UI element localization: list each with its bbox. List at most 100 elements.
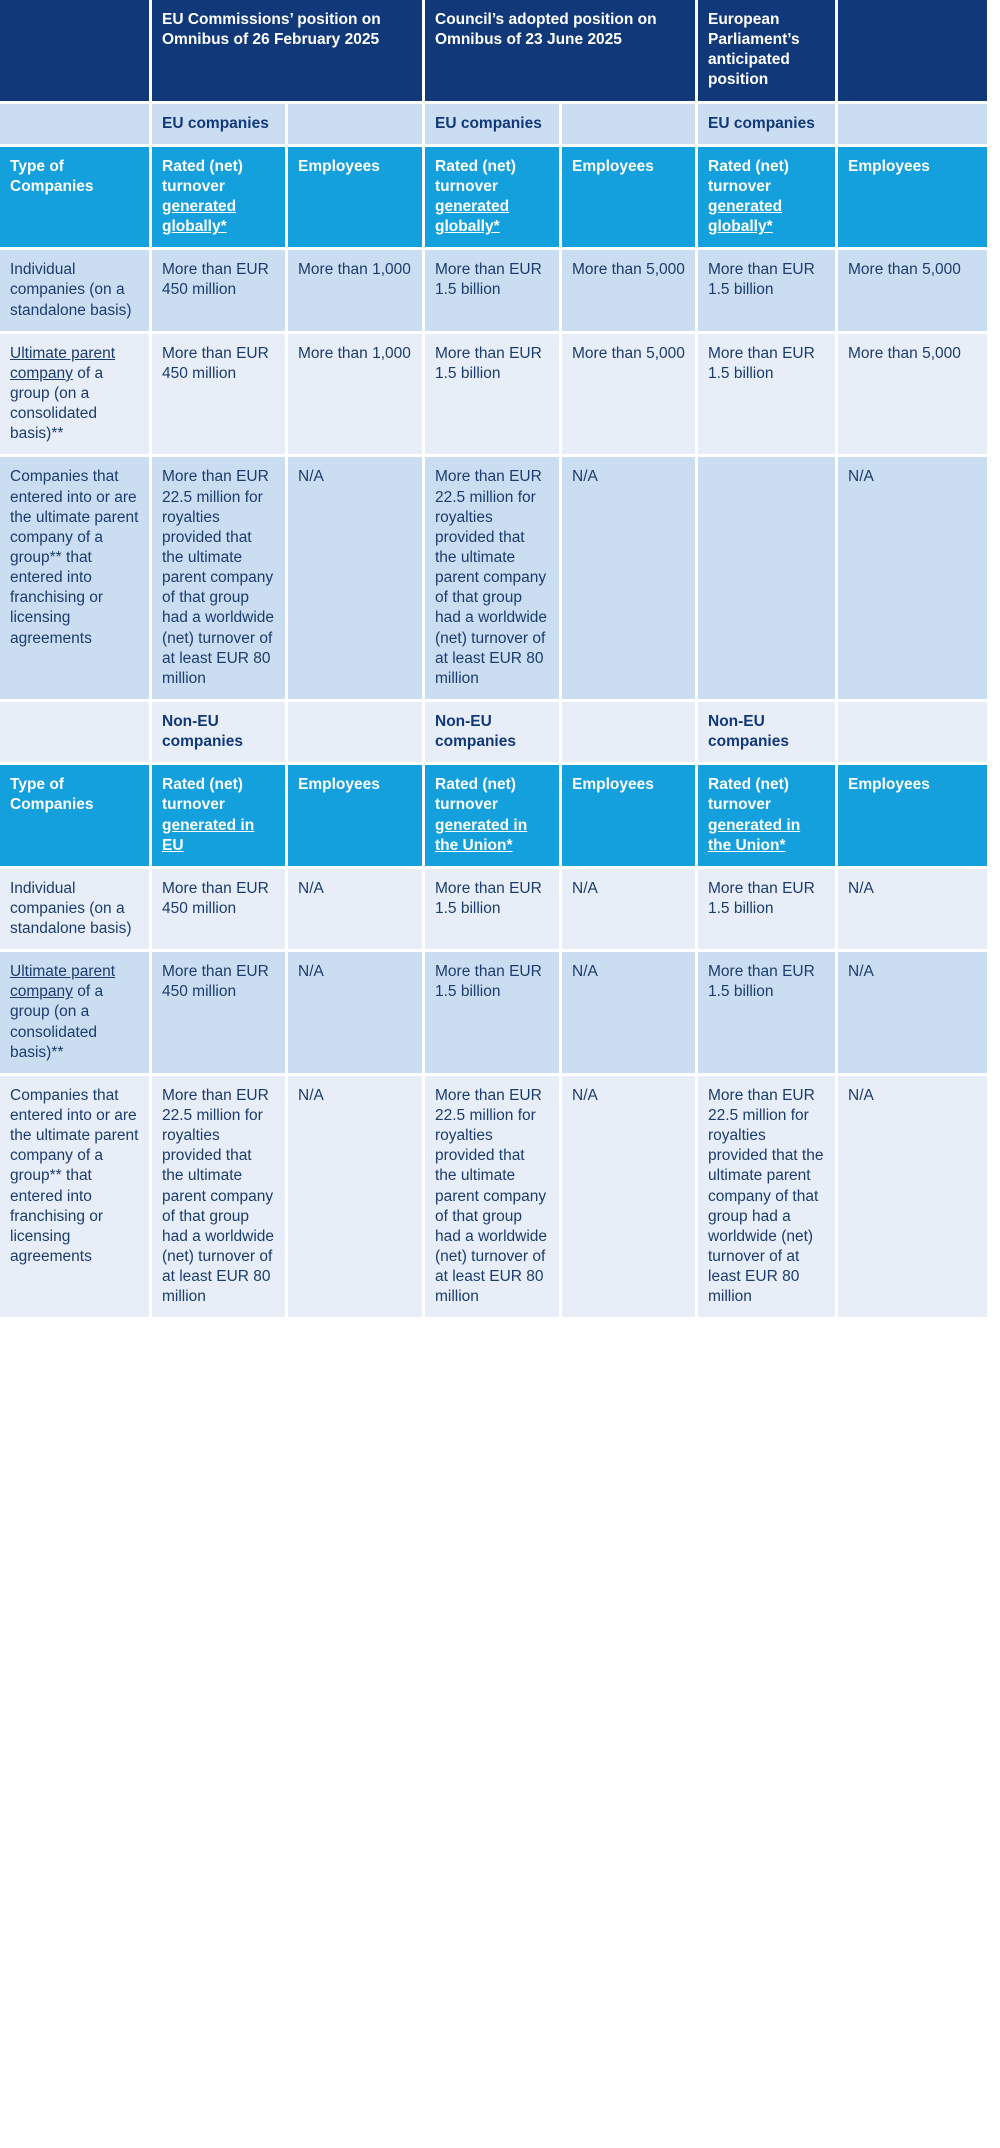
colhdr-turnover-parliament-noneu: Rated (net) turnover generated in the Un… — [698, 765, 838, 869]
row-type-underlined: Ultimate parent company — [10, 963, 116, 1001]
row-type-plain-suffix: of a group (on a consolidated basis)** — [10, 983, 104, 1061]
cell-parliament-turnover — [698, 457, 838, 702]
table-row: Individual companies (on a standalone ba… — [0, 250, 990, 334]
cell-parliament-turnover: More than EUR 1.5 billion — [698, 250, 838, 334]
row-type-plain-suffix: Individual companies (on a standalone ba… — [10, 879, 132, 938]
cell-parliament-turnover: More than EUR 1.5 billion — [698, 868, 838, 953]
colhdr-turnover-underlined: generated in the Union* — [708, 816, 801, 854]
cell-council-turnover: More than EUR 1.5 billion — [425, 952, 562, 1076]
colhdr-turnover-parliament-eu: Rated (net) turnover generated globally* — [698, 146, 838, 251]
row-type-plain-suffix: Companies that entered into or are the u… — [10, 468, 139, 647]
cell-commission-turnover: More than EUR 450 million — [152, 250, 288, 334]
scope-noneu-spacer-council — [562, 701, 698, 766]
cell-parliament-employees: N/A — [838, 868, 990, 953]
scope-row-non-eu-companies: Non-EU companies Non-EU companies Non-EU… — [0, 701, 990, 766]
colhdr-turnover-prefix: Rated (net) turnover — [435, 157, 516, 195]
table-row: Ultimate parent company of a group (on a… — [0, 333, 990, 458]
row-type-label: Individual companies (on a standalone ba… — [0, 250, 152, 334]
colhdr-turnover-prefix: Rated (net) turnover — [435, 776, 516, 814]
scope-noneu-corner — [0, 701, 152, 766]
row-type-plain-suffix: Individual companies (on a standalone ba… — [10, 261, 132, 319]
scope-eu-spacer-commission — [288, 103, 425, 147]
table-header-row-institutions: EU Commissions’ position on Omnibus of 2… — [0, 0, 990, 104]
cell-parliament-turnover: More than EUR 22.5 million for royalties… — [698, 1075, 838, 1321]
row-type-label: Ultimate parent company of a group (on a… — [0, 952, 152, 1076]
header-trailing-cell — [838, 0, 990, 104]
cell-parliament-employees: N/A — [838, 952, 990, 1076]
colhdr-turnover-underlined: generated globally* — [708, 197, 783, 236]
row-type-label: Ultimate parent company of a group (on a… — [0, 333, 152, 458]
cell-parliament-employees: More than 5,000 — [838, 250, 990, 334]
cell-council-turnover: More than EUR 22.5 million for royalties… — [425, 1075, 562, 1321]
cell-council-employees: N/A — [562, 868, 698, 953]
cell-council-employees: More than 5,000 — [562, 333, 698, 458]
colhdr-turnover-underlined: generated globally* — [162, 197, 237, 236]
colhdr-turnover-prefix: Rated (net) turnover — [708, 776, 789, 814]
scope-eu-corner — [0, 103, 152, 147]
header-commission-position: EU Commissions’ position on Omnibus of 2… — [152, 0, 425, 104]
colhdr-employees-parliament-noneu: Employees — [838, 765, 990, 869]
scope-noneu-label-parliament: Non-EU companies — [698, 701, 838, 766]
cell-parliament-employees: N/A — [838, 457, 990, 702]
cell-commission-employees: More than 1,000 — [288, 333, 425, 458]
colhdr-turnover-prefix: Rated (net) turnover — [162, 776, 243, 814]
colhdr-turnover-underlined: generated in the Union* — [435, 816, 528, 854]
scope-noneu-label-commission: Non-EU companies — [152, 701, 288, 766]
cell-commission-employees: N/A — [288, 1075, 425, 1321]
column-header-row-non-eu: Type of Companies Rated (net) turnover g… — [0, 765, 990, 869]
cell-commission-employees: N/A — [288, 868, 425, 953]
row-type-plain-suffix: of a group (on a consolidated basis)** — [10, 364, 104, 443]
colhdr-turnover-commission-noneu: Rated (net) turnover generated in EU — [152, 765, 288, 869]
cell-commission-employees: N/A — [288, 952, 425, 1076]
row-type-label: Companies that entered into or are the u… — [0, 1075, 152, 1321]
row-type-label: Companies that entered into or are the u… — [0, 457, 152, 702]
colhdr-employees-council-noneu: Employees — [562, 765, 698, 869]
cell-commission-turnover: More than EUR 22.5 million for royalties… — [152, 457, 288, 702]
header-parliament-position: European Parliament’s anticipated positi… — [698, 0, 838, 104]
colhdr-type-of-companies-noneu: Type of Companies — [0, 765, 152, 869]
scope-row-eu-companies: EU companies EU companies EU companies — [0, 103, 990, 147]
colhdr-turnover-underlined: generated in EU — [162, 816, 255, 854]
cell-parliament-employees: More than 5,000 — [838, 333, 990, 458]
colhdr-employees-commission-noneu: Employees — [288, 765, 425, 869]
omnibus-thresholds-comparison-table: EU Commissions’ position on Omnibus of 2… — [0, 0, 990, 1321]
colhdr-turnover-prefix: Rated (net) turnover — [162, 157, 243, 195]
scope-eu-spacer-council — [562, 103, 698, 147]
cell-commission-turnover: More than EUR 450 million — [152, 952, 288, 1076]
colhdr-employees-commission-eu: Employees — [288, 146, 425, 251]
row-type-plain-suffix: Companies that entered into or are the u… — [10, 1086, 139, 1266]
scope-eu-label-commission: EU companies — [152, 103, 288, 147]
table-row: Ultimate parent company of a group (on a… — [0, 952, 990, 1076]
cell-parliament-turnover: More than EUR 1.5 billion — [698, 952, 838, 1076]
cell-parliament-employees: N/A — [838, 1075, 990, 1321]
colhdr-turnover-prefix: Rated (net) turnover — [708, 157, 789, 195]
colhdr-employees-parliament-eu: Employees — [838, 146, 990, 251]
table-row: Individual companies (on a standalone ba… — [0, 868, 990, 953]
colhdr-turnover-underlined: generated globally* — [435, 197, 510, 236]
cell-council-employees: N/A — [562, 457, 698, 702]
colhdr-type-of-companies-eu: Type of Companies — [0, 146, 152, 251]
colhdr-turnover-commission-eu: Rated (net) turnover generated globally* — [152, 146, 288, 251]
scope-eu-spacer-parliament — [838, 103, 990, 147]
cell-parliament-turnover: More than EUR 1.5 billion — [698, 333, 838, 458]
cell-council-employees: N/A — [562, 1075, 698, 1321]
scope-eu-label-parliament: EU companies — [698, 103, 838, 147]
cell-council-turnover: More than EUR 1.5 billion — [425, 250, 562, 334]
cell-commission-employees: More than 1,000 — [288, 250, 425, 334]
cell-commission-turnover: More than EUR 450 million — [152, 333, 288, 458]
scope-noneu-spacer-parliament — [838, 701, 990, 766]
cell-council-turnover: More than EUR 1.5 billion — [425, 333, 562, 458]
colhdr-employees-council-eu: Employees — [562, 146, 698, 251]
table-row: Companies that entered into or are the u… — [0, 1075, 990, 1321]
row-type-label: Individual companies (on a standalone ba… — [0, 868, 152, 953]
scope-noneu-spacer-commission — [288, 701, 425, 766]
colhdr-turnover-council-eu: Rated (net) turnover generated globally* — [425, 146, 562, 251]
header-council-position: Council’s adopted position on Omnibus of… — [425, 0, 698, 104]
cell-council-turnover: More than EUR 1.5 billion — [425, 868, 562, 953]
column-header-row-eu: Type of Companies Rated (net) turnover g… — [0, 146, 990, 251]
cell-commission-turnover: More than EUR 22.5 million for royalties… — [152, 1075, 288, 1321]
header-corner-cell — [0, 0, 152, 104]
table-row: Companies that entered into or are the u… — [0, 457, 990, 702]
cell-council-turnover: More than EUR 22.5 million for royalties… — [425, 457, 562, 702]
